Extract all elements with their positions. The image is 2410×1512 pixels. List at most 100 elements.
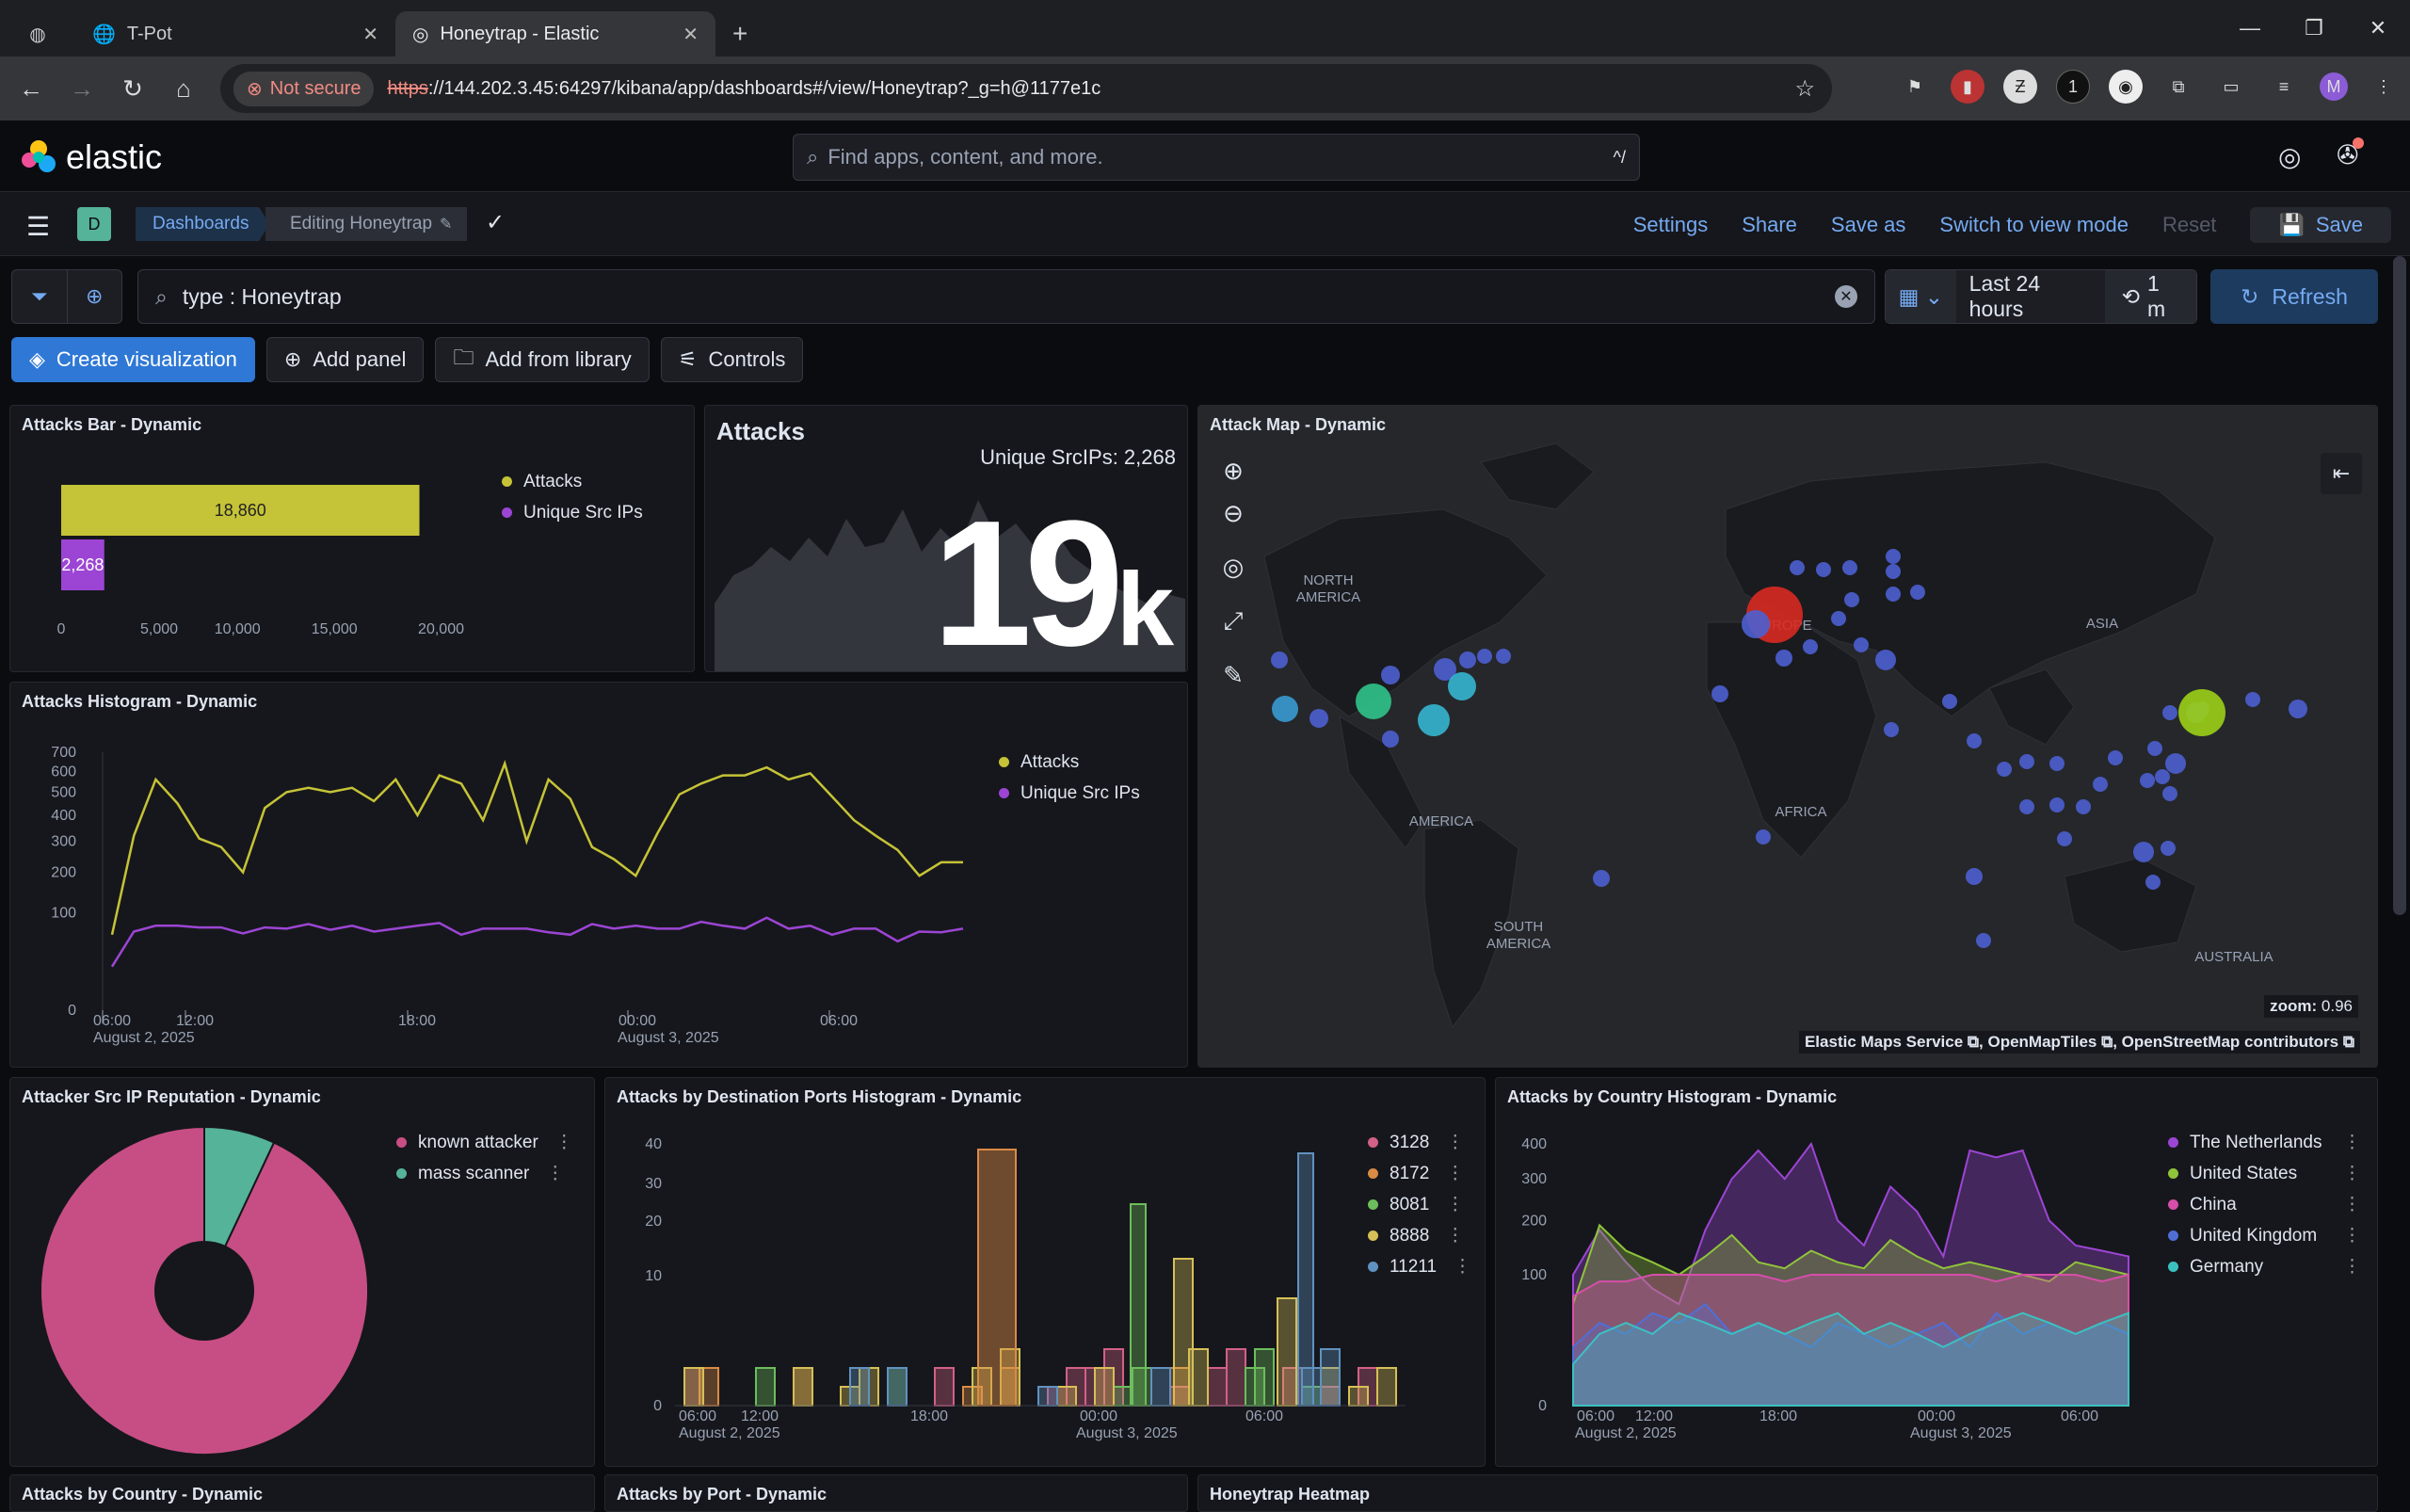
destination-ports-panel[interactable]: Attacks by Destination Ports Histogram -… [604, 1077, 1486, 1467]
new-tab-button[interactable]: + [732, 19, 748, 48]
zoom-out-icon[interactable]: ⊖ [1223, 499, 1244, 527]
attacks-metric-panel[interactable]: Attacks Unique SrcIPs: 2,268 19k [704, 405, 1188, 672]
extension-icon[interactable]: ⚑ [1906, 76, 1923, 96]
extension-icon[interactable]: 1 [2056, 70, 2090, 104]
attacks-bar-panel[interactable]: Attacks Bar - Dynamic 18,860 2,268 0 5,000 1… [9, 405, 695, 672]
kebab-menu-icon[interactable]: ⋮ [2375, 76, 2392, 96]
page-scrollbar[interactable] [2393, 256, 2406, 915]
browser-tab-tpot[interactable]: 🌐 T-Pot ✕ [75, 11, 395, 56]
legend-item[interactable]: Attacks [502, 466, 643, 497]
close-window-icon[interactable]: ✕ [2369, 16, 2387, 40]
legend-item[interactable]: Attacks [999, 747, 1140, 778]
calendar-icon[interactable]: ▦ ⌄ [1886, 270, 1956, 323]
auto-refresh[interactable]: ⟲ 1 m [2104, 270, 2196, 323]
reset-link[interactable]: Reset [2161, 213, 2217, 236]
zoom-in-icon[interactable]: ⊕ [1223, 457, 1244, 485]
date-range-label[interactable]: Last 24 hours [1968, 271, 2041, 321]
more-icon[interactable]: ⋮ [2343, 1257, 2361, 1277]
space-badge[interactable]: D [77, 207, 111, 241]
back-icon[interactable]: ← [19, 73, 43, 103]
home-icon[interactable]: ⌂ [176, 73, 191, 103]
avatar[interactable]: M [2320, 72, 2348, 101]
restore-icon[interactable]: ❐ [2305, 16, 2323, 40]
url-field[interactable]: ⊗ Not secure https://144.202.3.45:64297/k… [220, 64, 1832, 113]
create-visualization-button[interactable]: ◈ Create visualization [11, 337, 255, 382]
more-icon[interactable]: ⋮ [1446, 1226, 1465, 1246]
extension-icon[interactable]: ▮ [1951, 70, 1984, 104]
more-icon[interactable]: ⋮ [1454, 1257, 1472, 1277]
more-icon[interactable]: ⋮ [1446, 1133, 1465, 1152]
close-icon[interactable]: ✕ [362, 24, 378, 45]
more-icon[interactable]: ⋮ [546, 1164, 565, 1183]
puzzle-icon[interactable]: ⧉ [2172, 76, 2185, 96]
check-icon[interactable]: ✓ [486, 210, 506, 235]
extension-icon[interactable]: ◉ [2109, 70, 2143, 104]
legend-item[interactable]: Germany [2168, 1251, 2322, 1282]
refresh-button[interactable]: ↻ Refresh [2210, 269, 2378, 324]
switch-view-mode-link[interactable]: Switch to view mode [1939, 213, 2129, 236]
more-icon[interactable]: ⋮ [2343, 1133, 2361, 1152]
security-chip[interactable]: ⊗ Not secure [233, 71, 375, 106]
legend-item[interactable]: The Netherlands [2168, 1127, 2322, 1158]
fullscreen-icon[interactable]: ⤢ [1223, 606, 1244, 635]
settings-link[interactable]: Settings [1632, 213, 1709, 236]
breadcrumb-editing[interactable]: Editing Honeytrap ✎ [265, 207, 468, 241]
cast-icon[interactable]: ▭ [2223, 76, 2240, 96]
elastic-logo[interactable]: elastic [21, 137, 162, 177]
add-filter-icon[interactable]: ⊕ [66, 270, 122, 323]
layers-toggle-icon[interactable]: ⇤ [2321, 453, 2362, 494]
legend-item[interactable]: Unique Src IPs [502, 497, 643, 528]
hamburger-menu-icon[interactable]: ☰ [26, 212, 51, 241]
country-histogram-panel[interactable]: Attacks by Country Histogram - Dynamic 4… [1495, 1077, 2378, 1467]
more-icon[interactable]: ⋮ [2343, 1226, 2361, 1246]
save-button[interactable]: 💾 Save [2250, 207, 2391, 243]
global-search-input[interactable]: ⌕ Find apps, content, and more. ^/ [793, 134, 1640, 181]
attack-map-panel[interactable]: Attack Map - Dynamic NORTHAMERICAEUROPEA… [1197, 405, 2378, 1068]
legend-item[interactable]: 8888 ⋮ [1368, 1220, 1471, 1251]
port-panel[interactable]: Attacks by Port - Dynamic [604, 1474, 1188, 1512]
extension-icon[interactable]: Ƶ [2003, 70, 2037, 104]
legend-item[interactable]: United States [2168, 1158, 2322, 1189]
more-icon[interactable]: ⋮ [1446, 1195, 1465, 1214]
more-icon[interactable]: ⋮ [554, 1133, 573, 1152]
more-icon[interactable]: ⋮ [1446, 1164, 1465, 1183]
legend-item[interactable]: China [2168, 1189, 2322, 1220]
reload-icon[interactable]: ↻ [122, 73, 143, 103]
legend-item[interactable]: mass scanner ⋮ [396, 1158, 573, 1189]
filter-icon[interactable]: ⏷ [30, 284, 48, 308]
date-picker[interactable]: ▦ ⌄ Last 24 hours ⟲ 1 m [1885, 269, 2197, 324]
controls-button[interactable]: ⚟ Controls [660, 337, 804, 382]
locate-icon[interactable]: ◎ [1222, 553, 1245, 581]
legend-item[interactable]: United Kingdom [2168, 1220, 2322, 1251]
map-attribution[interactable]: Elastic Maps Service ⧉, OpenMapTiles ⧉, … [1798, 1031, 2360, 1054]
add-from-library-button[interactable]: 🗀 Add from library [435, 337, 650, 382]
query-input[interactable]: ⌕ type : Honeytrap ✕ [137, 269, 1875, 324]
legend-item[interactable]: 11211 ⋮ [1368, 1251, 1471, 1282]
attacks-histogram-panel[interactable]: Attacks Histogram - Dynamic 700 600 500 400… [9, 682, 1188, 1068]
legend-item[interactable]: Unique Src IPs [999, 778, 1140, 809]
tools-icon[interactable]: ✎ [1223, 661, 1244, 689]
star-icon[interactable]: ☆ [1794, 75, 1815, 102]
clear-icon[interactable]: ✕ [1835, 285, 1857, 308]
media-icon[interactable]: ≡ [2278, 76, 2290, 96]
news-icon[interactable]: ✇ [2337, 137, 2365, 170]
breadcrumb-dashboards[interactable]: Dashboards [136, 207, 270, 241]
forward-icon[interactable]: → [70, 73, 94, 103]
minimize-icon[interactable]: — [2240, 16, 2260, 40]
share-link[interactable]: Share [1742, 213, 1797, 236]
help-icon[interactable]: ◎ [2278, 142, 2302, 171]
tab-search-icon[interactable]: ◍ [29, 24, 46, 45]
legend-item[interactable]: 8081 ⋮ [1368, 1189, 1471, 1220]
country-panel[interactable]: Attacks by Country - Dynamic [9, 1474, 595, 1512]
heatmap-panel[interactable]: Honeytrap Heatmap [1197, 1474, 2378, 1512]
more-icon[interactable]: ⋮ [2343, 1195, 2361, 1214]
more-icon[interactable]: ⋮ [2343, 1164, 2361, 1183]
browser-tab-honeytrap[interactable]: ◎ Honeytrap - Elastic ✕ [395, 11, 715, 56]
reputation-panel[interactable]: Attacker Src IP Reputation - Dynamic kno… [9, 1077, 595, 1467]
legend-item[interactable]: 8172 ⋮ [1368, 1158, 1471, 1189]
save-as-link[interactable]: Save as [1830, 213, 1906, 236]
legend-item[interactable]: 3128 ⋮ [1368, 1127, 1471, 1158]
legend-item[interactable]: known attacker ⋮ [396, 1127, 573, 1158]
close-icon[interactable]: ✕ [683, 24, 699, 45]
add-panel-button[interactable]: ⊕ Add panel [265, 337, 425, 382]
